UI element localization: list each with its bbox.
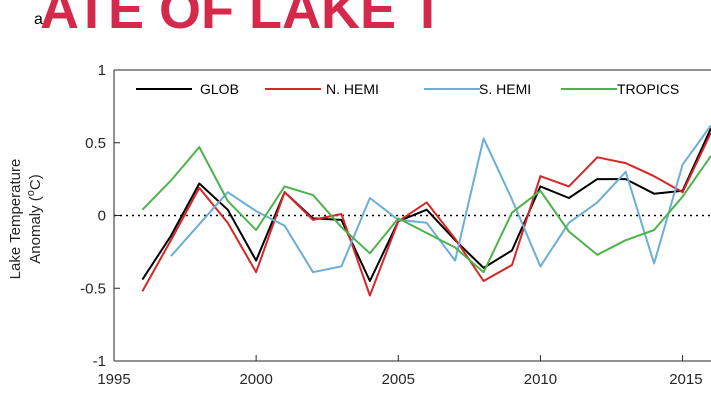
axes: -1 -0.5 0 0.5 1 1995 2000 2005 2010 2015	[80, 62, 711, 388]
panel-letter: a	[34, 11, 43, 28]
plot-area	[114, 124, 711, 297]
x-tick-label: 2015	[669, 371, 702, 388]
banner-text: ATE OF LAKE T	[40, 0, 444, 40]
y-tick-label: -1	[93, 353, 106, 370]
series-line-s-hemi	[170, 124, 711, 274]
legend: GLOB N. HEMI S. HEMI TROPICS	[136, 81, 679, 97]
legend-label-tropics: TROPICS	[617, 81, 679, 97]
legend-label-n-hemi: N. HEMI	[326, 81, 379, 97]
y-axis-label-line2: Anomaly (oC)	[25, 174, 44, 263]
y-tick-label: -0.5	[80, 280, 106, 297]
x-tick-label: 2000	[239, 371, 272, 388]
series-line-glob	[141, 127, 711, 282]
series-line-tropics	[141, 146, 711, 274]
legend-label-s-hemi: S. HEMI	[479, 81, 531, 97]
legend-label-glob: GLOB	[200, 81, 239, 97]
y-tick-label: 0	[98, 208, 106, 225]
series-line-n-hemi	[141, 132, 711, 297]
y-axis-label-line1: Lake Temperature	[7, 159, 24, 280]
x-tick-label: 2010	[524, 371, 557, 388]
y-tick-label: 1	[98, 62, 106, 79]
x-tick-label: 2005	[382, 371, 415, 388]
y-axis-label-part1: Anomaly (	[27, 196, 44, 264]
x-tick-label: 1995	[97, 371, 130, 388]
y-axis-label-superscript: o	[25, 190, 37, 196]
y-tick-label: 0.5	[85, 135, 106, 152]
y-axis-label-part2: C)	[27, 174, 44, 190]
